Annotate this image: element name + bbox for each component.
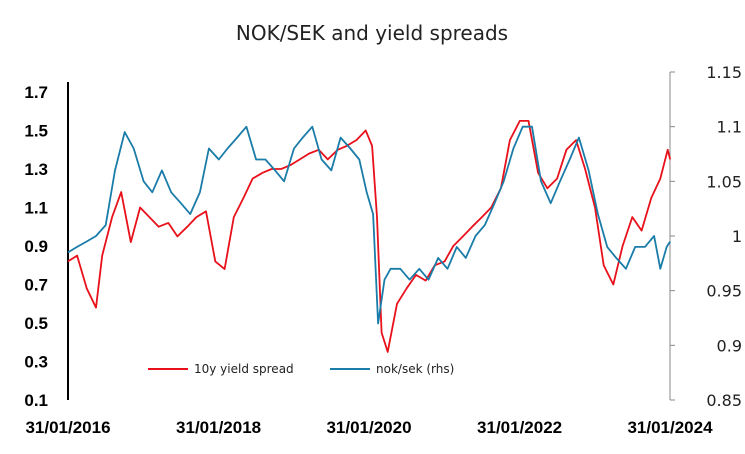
y-left-tick-label: 1.3 (24, 160, 48, 179)
legend-label-yield-spread: 10y yield spread (194, 362, 294, 376)
y-right-tick-label: 1.05 (706, 172, 742, 191)
chart-title: NOK/SEK and yield spreads (236, 21, 508, 45)
x-tick-label: 31/01/2022 (477, 418, 562, 437)
legend-label-nok-sek: nok/sek (rhs) (376, 362, 454, 376)
y-right-tick-label: 0.95 (706, 282, 742, 301)
y-left-tick-label: 0.3 (24, 353, 48, 372)
y-left-tick-label: 0.5 (24, 314, 48, 333)
y-right-tick-label: 1.15 (706, 63, 742, 82)
y-left-tick-label: 1.7 (24, 83, 48, 102)
x-tick-label: 31/01/2020 (326, 418, 411, 437)
series-line-nok-sek (67, 125, 671, 325)
y-left-tick-label: 0.7 (24, 276, 48, 295)
y-left-tick-label: 1.1 (24, 199, 48, 218)
y-right-tick-label: 0.85 (706, 391, 742, 410)
x-tick-label: 31/01/2024 (627, 418, 713, 437)
x-tick-label: 31/01/2018 (176, 418, 261, 437)
legend: 10y yield spread nok/sek (rhs) (148, 362, 454, 376)
x-tick-label: 31/01/2016 (25, 418, 110, 437)
axes: 0.1 0.3 0.5 0.7 0.9 1.1 1.3 1.5 1.7 0.85 0.9 0.95 1 1… (24, 63, 742, 437)
y-right-tick-label: 0.9 (717, 336, 742, 355)
y-right-tick-label: 1.1 (717, 118, 742, 137)
y-left-tick-label: 1.5 (24, 122, 48, 141)
y-right-tick-label: 1 (732, 227, 742, 246)
series-line-yield-spread (67, 120, 672, 353)
series-layer (67, 120, 672, 353)
y-left-tick-label: 0.9 (24, 237, 48, 256)
y-left-tick-label: 0.1 (24, 391, 48, 410)
